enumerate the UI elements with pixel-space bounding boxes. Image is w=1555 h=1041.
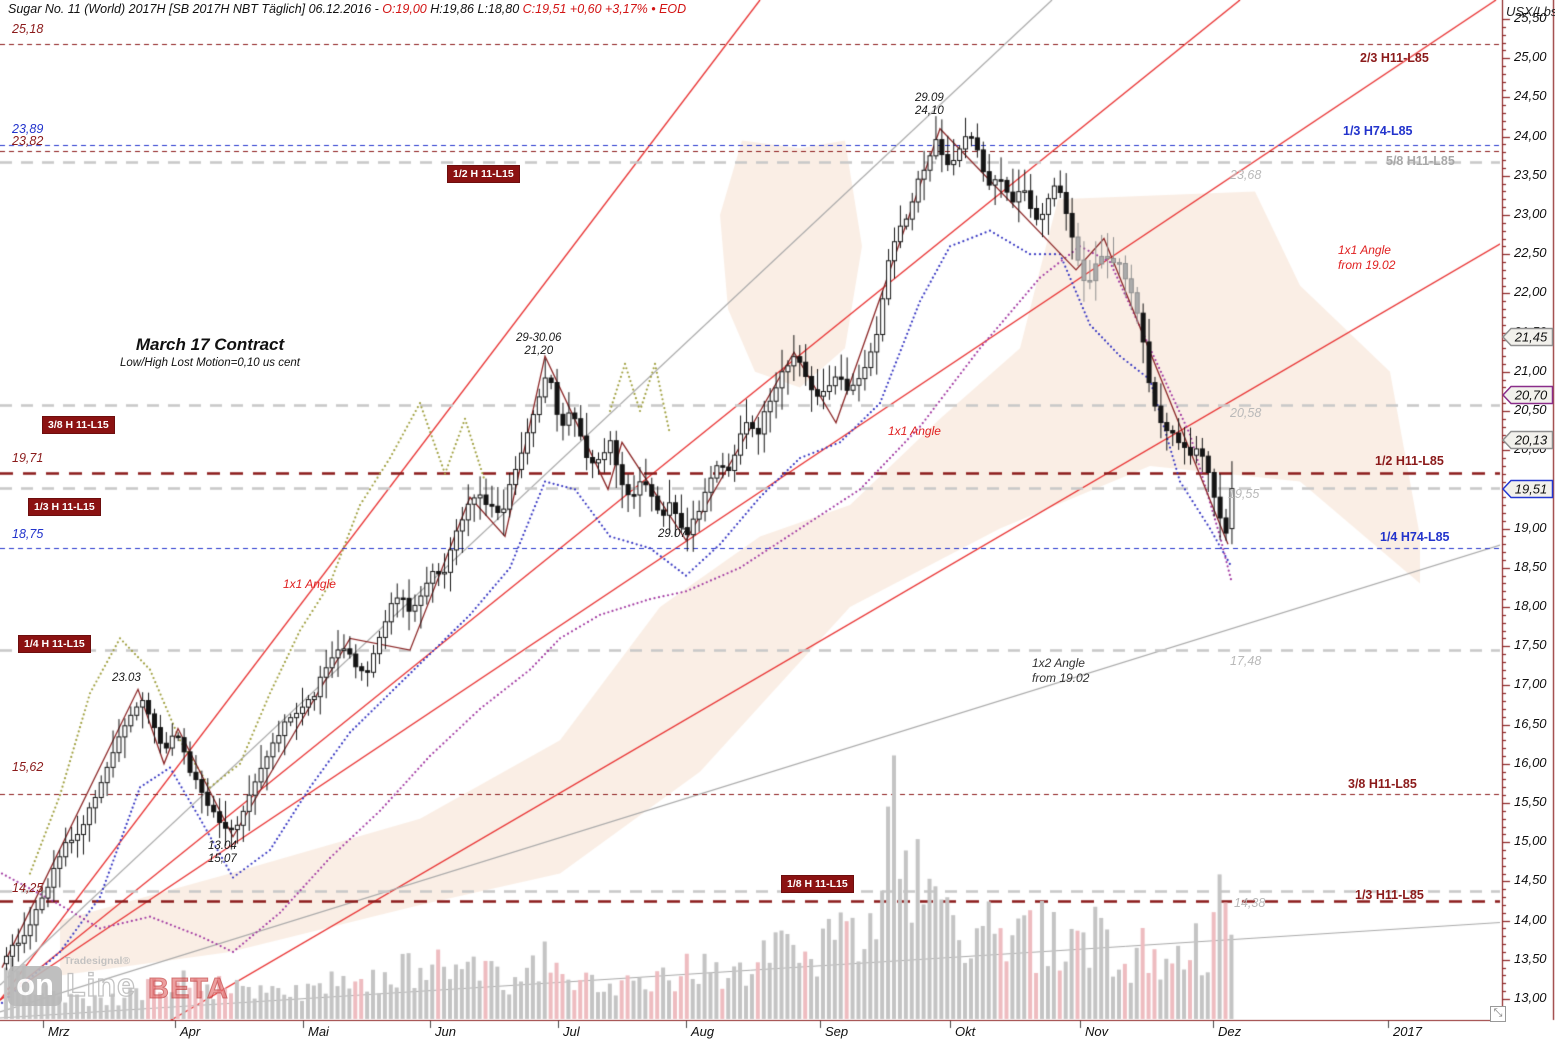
month-label: Jun [435, 1024, 456, 1039]
axis-tick-label: 24,00 [1514, 127, 1547, 143]
level-gray-value-label: 20,58 [1230, 405, 1262, 420]
watermark-brand-text: Tradesignal® [64, 955, 131, 967]
gann-angle-label[interactable]: 1x1 Angle [888, 424, 941, 438]
svg-text:20,13: 20,13 [1514, 433, 1548, 448]
axis-tick-label: 14,00 [1514, 911, 1547, 927]
fib-level-box-label[interactable]: 1/4 H 11-L15 [18, 635, 91, 654]
fib-level-box-label[interactable]: 1/2 H 11-L15 [447, 164, 520, 183]
month-label: 2017 [1393, 1024, 1422, 1039]
axis-tick-label: 20,50 [1514, 402, 1547, 417]
level-value-label-left: 23,89 [12, 122, 44, 137]
gann-angle-label[interactable]: 1x1 Angle [283, 577, 336, 591]
chart-title: Sugar No. 11 (World) 2017H [SB 2017H NBT… [8, 2, 687, 16]
price-tag: 19,51 [1501, 479, 1554, 499]
month-label: Jul [563, 1024, 580, 1039]
level-name-label-right: 2/3 H11-L85 [1360, 51, 1429, 66]
month-label: Aug [691, 1024, 715, 1039]
axis-tick-label: 13,50 [1514, 950, 1547, 966]
contract-annotation[interactable]: March 17 Contract Low/High Lost Motion=0… [100, 336, 320, 369]
level-value-label-left: 15,62 [12, 759, 44, 774]
resize-handle-icon[interactable]: ⤡ [1490, 1006, 1506, 1022]
axis-tick-label: 23,50 [1514, 166, 1547, 182]
chart-title-highlow: H:19,86 L:18,80 [430, 2, 523, 16]
chart-title-open: O:19,00 [382, 2, 431, 16]
level-value-label-left: 14,25 [12, 881, 44, 895]
axis-tick-label: 25,50 [1514, 10, 1547, 25]
level-name-label-right: 1/2 H11-L85 [1375, 453, 1444, 468]
svg-text:21,45: 21,45 [1514, 329, 1548, 344]
gann-angle-label[interactable]: 1x2 Angle from 19.02 [1032, 656, 1090, 685]
fib-level-box-label[interactable]: 1/3 H 11-L15 [28, 497, 101, 516]
axis-tick-label: 13,00 [1514, 990, 1547, 1005]
axis-tick-label: 18,50 [1514, 558, 1547, 574]
axis-tick-label: 15,00 [1514, 833, 1547, 849]
axis-tick-label: 15,50 [1514, 794, 1547, 809]
price-date-annotation[interactable]: 13.04 15,07 [208, 840, 237, 865]
watermark-beta-badge: BETA [148, 973, 229, 1006]
level-name-label-right: 1/4 H74-L85 [1380, 530, 1450, 545]
axis-tick-label: 22,00 [1514, 284, 1547, 300]
axis-unit-label: USX/Lbs [1506, 4, 1555, 19]
watermark-on-icon: on [8, 966, 62, 1006]
month-label: Okt [955, 1024, 976, 1039]
fib-level-box-label[interactable]: 3/8 H 11-L15 [42, 415, 115, 434]
axis-tick-label: 19,00 [1514, 519, 1547, 535]
axis-tick-label: 22,50 [1514, 245, 1547, 261]
axis-tick-label: 16,00 [1514, 754, 1547, 770]
month-label: Sep [825, 1024, 849, 1039]
axis-tick-label: 25,00 [1514, 49, 1547, 65]
level-value-label-left: 25,18 [12, 22, 44, 37]
axis-tick-label: 17,50 [1514, 637, 1547, 653]
level-gray-value-label: 19,55 [1228, 486, 1260, 501]
chart-title-close: C:19,51 +0,60 +3,17% • EOD [522, 2, 687, 16]
axis-tick-label: 21,00 [1514, 362, 1547, 378]
tradesignal-watermark-logo: Tradesignal® on Line BETA [8, 953, 268, 1013]
chart-title-symbol: Sugar No. 11 (World) 2017H [SB 2017H NBT… [8, 2, 383, 16]
axis-tick-label: 16,50 [1514, 715, 1547, 731]
axis-tick-label: 24,50 [1514, 88, 1547, 104]
level-name-label-right: 1/3 H11-L85 [1355, 888, 1424, 902]
level-name-label-right: 1/3 H74-L85 [1343, 124, 1413, 139]
month-label: Mrz [48, 1024, 70, 1039]
price-date-annotation[interactable]: 29-30.06 21,20 [516, 332, 562, 357]
level-value-label-left: 18,75 [12, 527, 44, 542]
price-date-annotation[interactable]: 29.09 24,10 [915, 92, 944, 117]
month-label: Dez [1218, 1024, 1242, 1039]
contract-annotation-subtitle: Low/High Lost Motion=0,10 us cent [120, 356, 300, 369]
month-label: Apr [180, 1024, 201, 1039]
level-value-label-left: 23,82 [12, 133, 44, 148]
watermark-line-text: Line [65, 966, 136, 1003]
month-label: Mai [308, 1024, 329, 1039]
axis-tick-label: 17,00 [1514, 676, 1547, 692]
level-gray-value-label: 23,68 [1230, 167, 1262, 182]
price-tag: 21,45 [1501, 327, 1554, 347]
price-date-annotation[interactable]: 29.07 [658, 528, 687, 540]
gann-angle-label[interactable]: 1x1 Angle from 19.02 [1338, 243, 1396, 272]
contract-annotation-title: March 17 Contract [135, 335, 285, 354]
month-label: Nov [1085, 1024, 1109, 1039]
level-name-label-right: 5/8 H11-L85 [1386, 153, 1455, 168]
axis-tick-label: 23,00 [1514, 206, 1547, 221]
axis-tick-label: 14,50 [1514, 872, 1547, 888]
price-tag: 20,70 [1501, 385, 1554, 405]
axis-tick-label: 18,00 [1514, 598, 1547, 613]
price-tag: 20,13 [1501, 430, 1554, 450]
fib-level-box-label[interactable]: 1/8 H 11-L15 [781, 874, 854, 893]
price-date-annotation[interactable]: 23.03 [112, 672, 141, 684]
level-gray-value-label: 17,48 [1230, 654, 1262, 669]
level-gray-value-label: 14,38 [1234, 895, 1266, 910]
svg-text:19,51: 19,51 [1515, 481, 1548, 496]
level-value-label-left: 19,71 [12, 450, 44, 465]
level-name-label-right: 3/8 H11-L85 [1348, 776, 1417, 791]
svg-text:20,70: 20,70 [1514, 388, 1548, 403]
